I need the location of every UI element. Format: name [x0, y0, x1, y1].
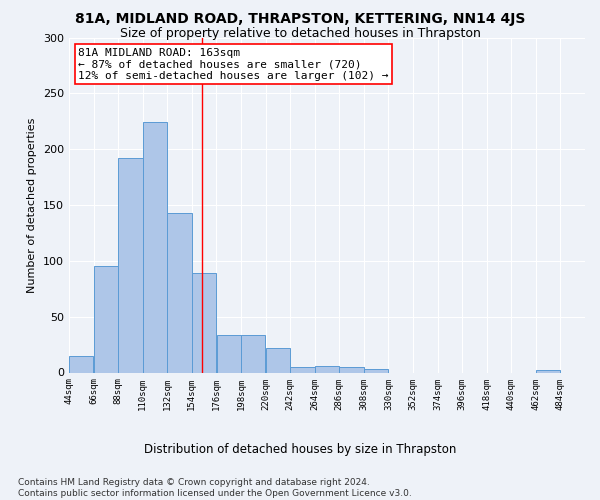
- Text: 81A, MIDLAND ROAD, THRAPSTON, KETTERING, NN14 4JS: 81A, MIDLAND ROAD, THRAPSTON, KETTERING,…: [75, 12, 525, 26]
- Bar: [192, 273, 216, 372]
- Bar: [340, 367, 364, 372]
- Bar: [143, 122, 167, 372]
- Bar: [536, 370, 560, 372]
- Bar: [118, 158, 143, 372]
- Text: Distribution of detached houses by size in Thrapston: Distribution of detached houses by size …: [144, 442, 456, 456]
- Bar: [94, 266, 118, 372]
- Bar: [217, 334, 241, 372]
- Text: 81A MIDLAND ROAD: 163sqm
← 87% of detached houses are smaller (720)
12% of semi-: 81A MIDLAND ROAD: 163sqm ← 87% of detach…: [78, 48, 388, 80]
- Bar: [364, 369, 388, 372]
- Text: Contains HM Land Registry data © Crown copyright and database right 2024.
Contai: Contains HM Land Registry data © Crown c…: [18, 478, 412, 498]
- Bar: [315, 366, 339, 372]
- Text: Size of property relative to detached houses in Thrapston: Size of property relative to detached ho…: [119, 28, 481, 40]
- Bar: [241, 334, 265, 372]
- Bar: [69, 356, 94, 372]
- Y-axis label: Number of detached properties: Number of detached properties: [28, 118, 37, 292]
- Bar: [167, 213, 191, 372]
- Bar: [266, 348, 290, 372]
- Bar: [290, 367, 314, 372]
